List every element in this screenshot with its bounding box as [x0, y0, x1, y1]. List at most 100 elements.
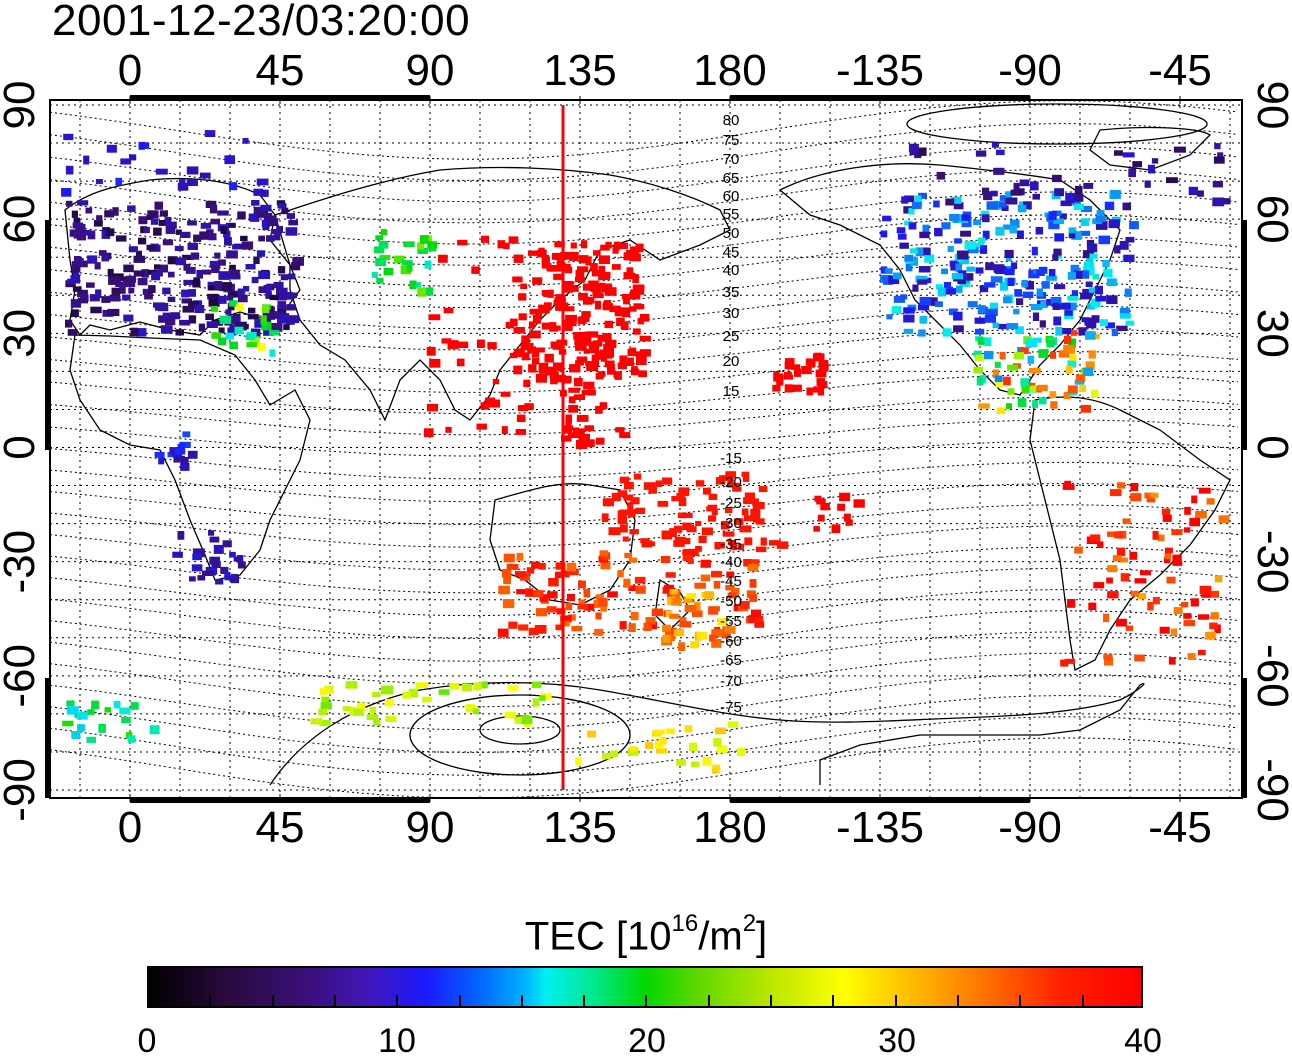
tec-cell [641, 540, 653, 548]
tec-cell [1040, 301, 1048, 309]
tec-cell [1039, 397, 1047, 405]
tec-cell [204, 130, 216, 137]
mlat-label: 70 [723, 151, 740, 168]
tec-cell [919, 315, 928, 324]
tec-cell [676, 492, 685, 501]
tec-cell [1085, 331, 1096, 340]
tec-cell [936, 171, 946, 180]
tec-cell [281, 291, 293, 300]
tec-cell [210, 218, 220, 225]
tec-cell [722, 632, 730, 639]
mlat-label: -25 [720, 495, 742, 512]
tec-cell [676, 759, 686, 766]
tec-cell [1036, 269, 1045, 276]
tec-cell [993, 167, 1005, 175]
tec-cell [1073, 270, 1086, 277]
tec-cell [1088, 350, 1096, 359]
colorbar-tick-label: 40 [1124, 1022, 1162, 1060]
tec-cell [182, 431, 191, 438]
tec-cell [229, 341, 238, 349]
tec-cell [624, 481, 634, 490]
tec-cell [373, 719, 381, 726]
tec-cell [321, 696, 330, 703]
tec-cell [953, 325, 964, 333]
top-axis-ticks [45, 95, 1247, 803]
tec-cell [917, 304, 930, 311]
tec-cell [1089, 253, 1098, 259]
tec-cell [1005, 255, 1012, 262]
tec-cell [141, 269, 149, 278]
tec-cell [86, 736, 96, 743]
tec-cell [106, 228, 115, 237]
tec-cell [1017, 204, 1027, 213]
tec-cell [512, 276, 523, 283]
tec-cell [1082, 270, 1090, 279]
tec-cell [72, 271, 79, 281]
lon-label-top: 135 [543, 46, 616, 95]
tec-cell [960, 230, 971, 237]
tec-cell [784, 384, 793, 393]
tec-cell [277, 315, 289, 324]
tec-cell [720, 520, 730, 530]
tec-cell [208, 530, 215, 536]
tec-cell [209, 204, 218, 214]
tec-cell [1049, 391, 1057, 398]
tec-cell [123, 279, 136, 288]
tec-cell [785, 358, 795, 365]
tec-cell [769, 540, 781, 546]
tec-cell [996, 407, 1006, 415]
tec-cell [572, 427, 580, 433]
tec-cell [626, 267, 634, 273]
tec-cell [677, 512, 687, 519]
tec-cell [155, 168, 168, 175]
tec-cell [501, 426, 508, 435]
tec-cell [1030, 385, 1037, 392]
tec-cell [412, 282, 422, 288]
tec-cell [539, 362, 549, 369]
tec-cell [773, 373, 784, 382]
tec-cell [1107, 591, 1119, 599]
tec-cell [899, 242, 909, 249]
tec-cell [591, 354, 599, 363]
tec-cell [707, 504, 718, 511]
tec-cell [1196, 190, 1204, 197]
tec-cell [514, 716, 522, 724]
tec-cell [934, 227, 943, 237]
tec-cell [544, 353, 554, 363]
tec-cell [1000, 282, 1009, 291]
tec-cell [473, 682, 482, 691]
tec-cell [636, 356, 647, 365]
tec-cell [632, 328, 641, 335]
tec-cell [277, 203, 287, 209]
tec-cell [521, 352, 530, 361]
tec-cell [942, 328, 952, 337]
tec-cell [744, 492, 755, 500]
tec-cell [1205, 631, 1216, 640]
tec-cell [1125, 625, 1134, 631]
tec-cell [550, 376, 558, 385]
mlat-label: 45 [723, 244, 740, 261]
tec-cell [508, 236, 519, 244]
tec-cell [743, 497, 754, 505]
tec-cell [320, 702, 332, 710]
tec-cell [1016, 298, 1024, 305]
tec-cell [492, 379, 500, 385]
tec-cell [1114, 245, 1121, 254]
tec-cell [1050, 351, 1057, 359]
tec-cell [918, 266, 931, 273]
tec-cell [568, 568, 579, 576]
tec-cell [600, 560, 611, 570]
tec-cell [234, 243, 243, 250]
tec-cell [273, 281, 284, 289]
tec-cell [324, 685, 334, 694]
tec-cell [934, 301, 943, 307]
tec-cell [569, 252, 579, 261]
tec-cell [585, 296, 595, 304]
tec-cell [966, 266, 975, 272]
tec-cell [567, 593, 575, 602]
tec-cell [1007, 277, 1015, 286]
tec-cell [609, 305, 621, 313]
tec-cell [687, 548, 699, 556]
tec-cell [986, 308, 998, 316]
tec-cell [457, 341, 469, 348]
